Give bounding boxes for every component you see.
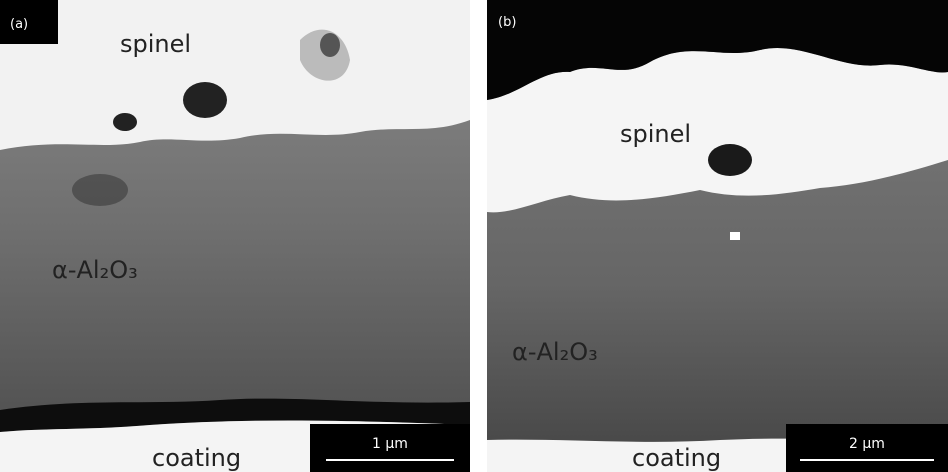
pore [708,144,752,176]
pore [320,33,340,57]
scale-bar-label: 2 μm [849,436,885,452]
phase-label: α-Al₂O₃ [512,338,598,366]
pore [183,82,227,118]
label-box [0,0,58,44]
phase-label: coating [632,444,721,472]
spinel-region [0,0,470,150]
panel-label: (b) [498,15,516,30]
panel-b: (b) spinel α-Al₂O₃ coating 2 μm [487,0,948,472]
panel-a: (a) spinel α-Al₂O₃ coating 1 μm [0,0,470,472]
particle [730,232,740,240]
panel-label: (a) [10,17,28,32]
pore [113,113,137,131]
figure: (a) spinel α-Al₂O₃ coating 1 μm (b) spin… [0,0,948,472]
phase-label: coating [152,444,241,472]
scale-bar-label: 1 μm [372,436,408,452]
phase-label: spinel [120,30,191,58]
pore-cluster [72,174,128,206]
phase-label: α-Al₂O₃ [52,256,138,284]
phase-label: spinel [620,120,691,148]
